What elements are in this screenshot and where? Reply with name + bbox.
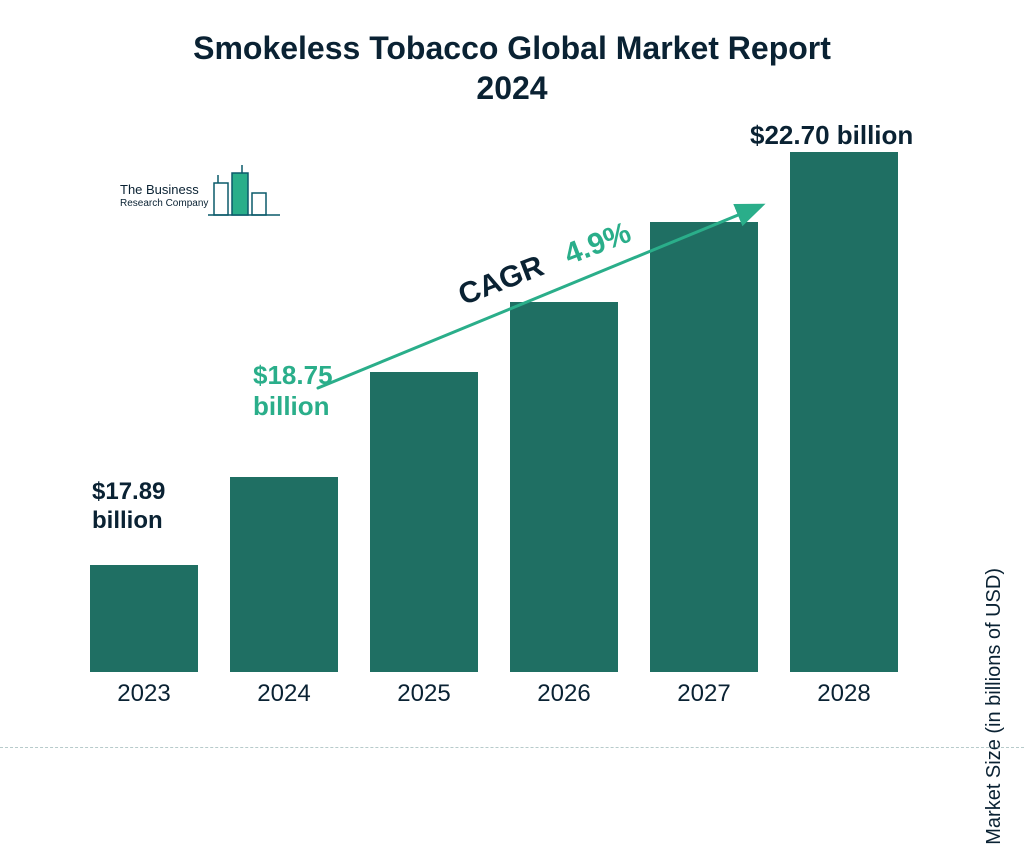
value-label-2024-amt: $18.75 xyxy=(253,360,333,390)
value-label-2023-amt: $17.89 xyxy=(92,478,165,505)
value-label-2028-amt: $22.70 billion xyxy=(750,120,913,150)
value-label-2024: $18.75 billion xyxy=(253,360,333,422)
bar-2025 xyxy=(370,372,478,672)
chart-title: Smokeless Tobacco Global Market Report 2… xyxy=(0,28,1024,108)
xlabel-2024: 2024 xyxy=(230,680,338,708)
value-label-2023-unit: billion xyxy=(92,507,163,534)
xlabel-2026: 2026 xyxy=(510,680,618,708)
bar-2024 xyxy=(230,477,338,672)
xlabel-2028: 2028 xyxy=(790,680,898,708)
bar-chart: 2023 2024 2025 2026 2027 2028 xyxy=(90,148,920,708)
chart-title-line1: Smokeless Tobacco Global Market Report xyxy=(0,28,1024,68)
bottom-divider xyxy=(0,747,1024,748)
xlabel-2025: 2025 xyxy=(370,680,478,708)
value-label-2023: $17.89 billion xyxy=(92,478,165,536)
bar-2028 xyxy=(790,152,898,672)
value-label-2028: $22.70 billion xyxy=(750,120,913,151)
xlabel-2027: 2027 xyxy=(650,680,758,708)
chart-title-line2: 2024 xyxy=(0,68,1024,108)
y-axis-label: Market Size (in billions of USD) xyxy=(983,568,1006,845)
bar-2027 xyxy=(650,222,758,672)
value-label-2024-unit: billion xyxy=(253,391,330,421)
bar-2026 xyxy=(510,302,618,672)
xlabel-2023: 2023 xyxy=(90,680,198,708)
bar-2023 xyxy=(90,565,198,672)
